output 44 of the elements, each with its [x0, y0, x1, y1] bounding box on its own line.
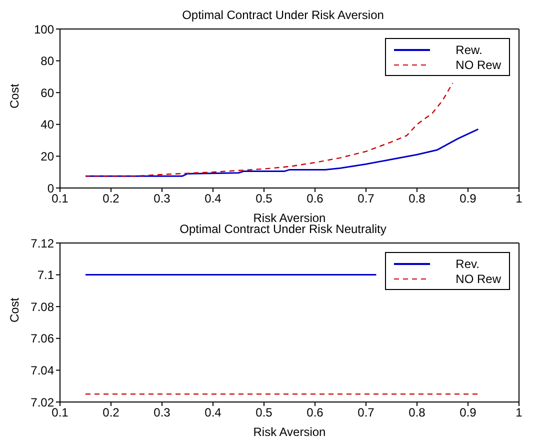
line-series	[84, 128, 479, 177]
y-tick-label: 0	[47, 181, 54, 196]
y-axis-title: Cost	[7, 297, 22, 322]
x-tick-label: 0.1	[52, 192, 69, 206]
x-tick-label: 1	[516, 192, 523, 206]
y-tick-label: 7.06	[30, 332, 54, 346]
y-tick-label: 60	[40, 86, 54, 100]
line-series	[84, 82, 454, 177]
y-tick-label: 7.1	[37, 268, 54, 282]
x-tick-label: 0.2	[102, 192, 120, 206]
x-tick-label: 0.2	[102, 406, 120, 420]
y-tick-label: 7.08	[30, 300, 54, 314]
x-tick-label: 0.4	[204, 192, 222, 206]
x-tick-label: 0.7	[358, 406, 375, 420]
chart-title: Optimal Contract Under Risk Aversion	[181, 8, 385, 24]
x-tick-label: 0.5	[256, 192, 273, 206]
y-tick-label: 7.02	[30, 395, 54, 410]
y-tick-label: 40	[40, 118, 54, 132]
y-axis-title: Cost	[7, 83, 22, 108]
x-tick-label: 0.9	[460, 192, 477, 206]
y-tick-label: 80	[40, 54, 54, 68]
x-tick-label: 0.1	[52, 406, 69, 420]
x-tick-label: 0.8	[408, 192, 426, 206]
x-tick-label: 1	[516, 406, 523, 420]
legend-label: Rev.	[456, 256, 480, 270]
x-tick-label: 0.5	[256, 406, 273, 420]
chart-title: Optimal Contract Under Risk Neutrality	[178, 222, 388, 238]
x-tick-label: 0.6	[306, 406, 324, 420]
legend-label: NO Rew	[456, 272, 501, 286]
legend-label: Rew.	[456, 42, 482, 56]
x-tick-label: 0.3	[154, 406, 171, 420]
x-tick-label: 0.6	[306, 192, 324, 206]
y-tick-label: 20	[40, 149, 54, 164]
x-tick-label: 0.4	[204, 406, 222, 420]
legend-label: NO Rew	[456, 58, 501, 72]
x-tick-label: 0.9	[460, 406, 477, 420]
y-tick-label: 7.04	[30, 363, 54, 378]
y-tick-label: 100	[34, 22, 54, 36]
x-axis-title: Risk Aversion	[253, 425, 326, 439]
y-tick-label: 7.12	[30, 236, 54, 250]
x-tick-label: 0.7	[358, 192, 375, 206]
x-tick-label: 0.8	[408, 406, 426, 420]
x-tick-label: 0.3	[154, 192, 171, 206]
x-axis-title: Risk Aversion	[253, 211, 326, 225]
